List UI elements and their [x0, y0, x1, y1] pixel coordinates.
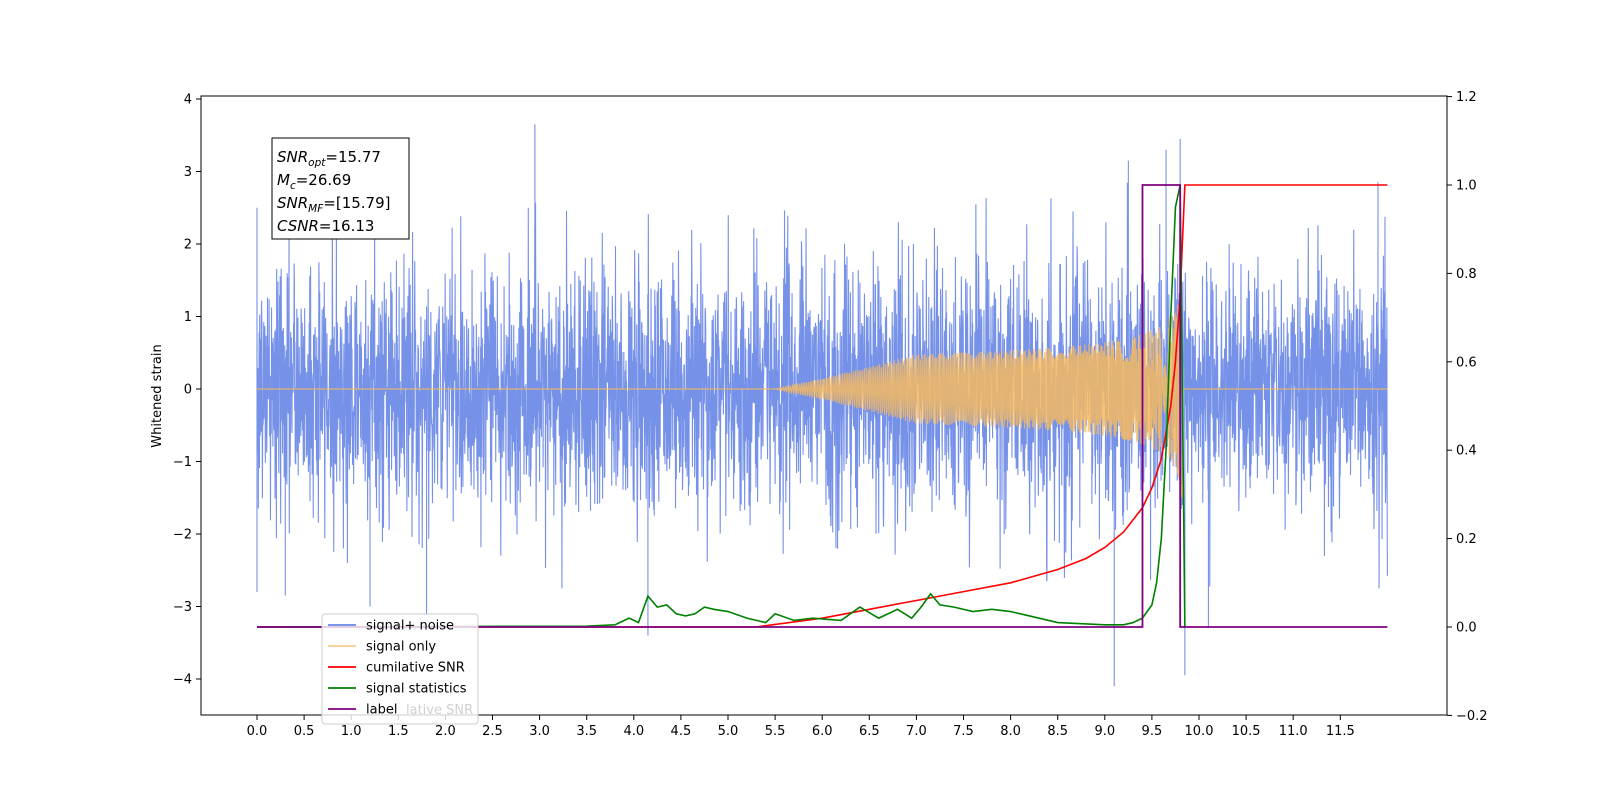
- y-left-tick-label: −3: [173, 600, 192, 615]
- y-right-tick-label: 0.0: [1456, 621, 1477, 636]
- legend-box: [321, 613, 479, 725]
- series-signal-noise: [256, 124, 1388, 687]
- stats-box: [271, 137, 410, 240]
- legend-label-label: label: [366, 703, 397, 718]
- x-tick-label: 11.5: [1326, 724, 1355, 739]
- x-tick-label: 7.0: [906, 724, 927, 739]
- x-tick-label: 8.5: [1047, 724, 1068, 739]
- x-tick-label: 1.0: [341, 724, 362, 739]
- x-tick-label: 8.0: [1000, 724, 1021, 739]
- x-tick-label: 6.5: [859, 724, 880, 739]
- y-left-tick-label: 1: [184, 310, 192, 325]
- x-tick-label: 9.0: [1094, 724, 1115, 739]
- x-tick-label: 0.0: [247, 724, 268, 739]
- y-left-tick-label: −4: [173, 673, 192, 688]
- series-signal-statistics: [256, 184, 1186, 628]
- x-tick-label: 3.0: [529, 724, 550, 739]
- y-left-tick-label: 4: [184, 93, 192, 108]
- stats-line: SNRopt=15.77: [277, 148, 381, 169]
- x-tick-label: 6.0: [812, 724, 833, 739]
- x-tick-label: 3.5: [576, 724, 597, 739]
- legend-label-signal-noise: signal+ noise: [366, 619, 454, 634]
- x-tick-label: 2.5: [482, 724, 503, 739]
- y-left-tick-label: −2: [173, 528, 192, 543]
- axes-layer: 0.0 0.5 1.0 1.5 2.0 2.5 3.0 3.5 4.0 4.5 5.0 5.5 6.0 6…: [173, 90, 1488, 739]
- stats-line: SNRMF=[15.79]: [277, 194, 391, 215]
- x-tick-label: 2.0: [435, 724, 456, 739]
- x-tick-label: 1.5: [388, 724, 409, 739]
- series-layer: [256, 124, 1388, 687]
- legend: lative SNR signal+ noise signal only cumila…: [321, 613, 479, 725]
- y-right-tick-label: 0.8: [1456, 267, 1477, 282]
- y-left-tick-label: 2: [184, 238, 192, 253]
- x-tick-label: 0.5: [294, 724, 315, 739]
- series-signal-only: [257, 304, 1388, 498]
- x-tick-label: 4.5: [671, 724, 692, 739]
- y-right-tick-label: 0.6: [1456, 355, 1477, 370]
- y-axis-label: Whitened strain: [150, 344, 165, 447]
- y-right-tick-label: 0.2: [1456, 532, 1477, 547]
- y-left-tick-label: 0: [184, 383, 192, 398]
- y-right-tick-label: 0.4: [1456, 444, 1477, 459]
- legend-label-cumulative-snr: cumilative SNR: [366, 661, 465, 676]
- x-tick-label: 10.0: [1185, 724, 1214, 739]
- stats-line: CSNR=16.13: [277, 217, 374, 235]
- legend-label-signal-only: signal only: [366, 640, 436, 655]
- y-right-tick-label: 1.2: [1456, 90, 1477, 105]
- y-right-tick-label: 1.0: [1456, 179, 1477, 194]
- x-tick-label: 5.5: [765, 724, 786, 739]
- y-left-tick-label: 3: [184, 165, 192, 180]
- x-tick-label: 9.5: [1142, 724, 1163, 739]
- x-tick-label: 11.0: [1279, 724, 1308, 739]
- x-tick-label: 10.5: [1232, 724, 1261, 739]
- legend-occluded-label: lative SNR: [406, 703, 473, 718]
- x-tick-label: 4.0: [623, 724, 644, 739]
- y-right-tick-label: −0.2: [1456, 709, 1488, 724]
- x-tick-label: 7.5: [953, 724, 974, 739]
- stats-line: Mc=26.69: [277, 171, 351, 192]
- y-left-tick-label: −1: [173, 455, 192, 470]
- plot-frame: [200, 95, 1448, 716]
- series-label: [257, 184, 1388, 628]
- x-tick-label: 5.0: [718, 724, 739, 739]
- legend-label-signal-statistics: signal statistics: [366, 682, 467, 697]
